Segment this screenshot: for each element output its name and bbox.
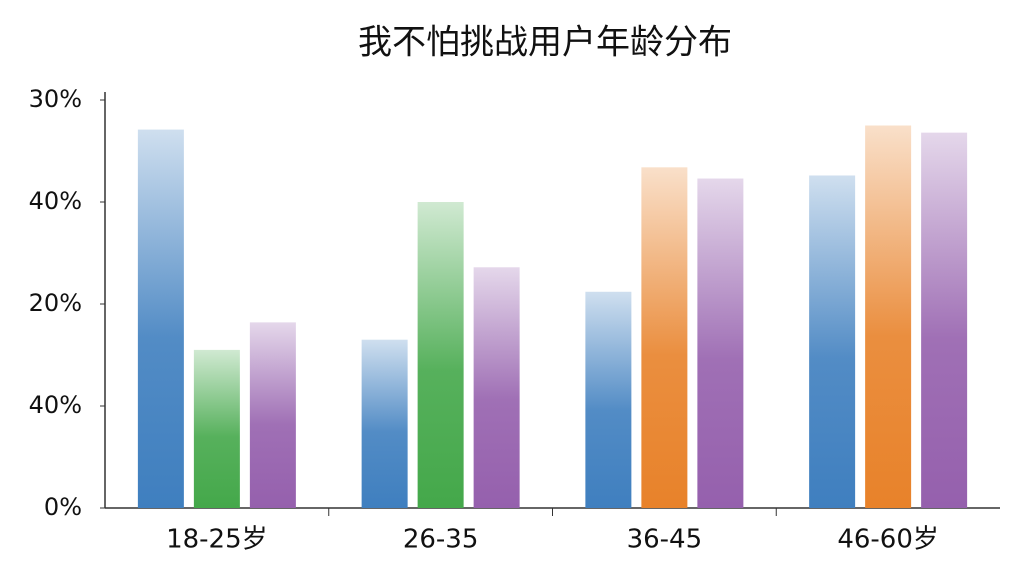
- y-tick-label: 30%: [29, 85, 82, 113]
- bar: [641, 167, 688, 508]
- x-tick-label: 26-35: [403, 525, 479, 555]
- y-tick-label: 20%: [29, 289, 82, 317]
- x-tick-label: 36-45: [627, 525, 703, 555]
- bar: [585, 291, 632, 508]
- y-tick-label: 40%: [29, 391, 82, 419]
- bar: [921, 132, 968, 508]
- bar: [249, 322, 296, 508]
- chart-title: 我不怕挑战用户年龄分布: [358, 23, 732, 63]
- y-tick-label: 0%: [44, 493, 82, 521]
- bar: [417, 202, 464, 508]
- bar: [361, 339, 408, 508]
- bar: [193, 349, 240, 508]
- bar: [809, 175, 856, 509]
- bar: [137, 129, 184, 508]
- x-tick-label: 18-25岁: [166, 525, 268, 555]
- y-tick-label: 40%: [29, 187, 82, 215]
- bar: [473, 267, 520, 508]
- bar: [697, 178, 744, 509]
- bar: [865, 125, 912, 508]
- x-tick-label: 46-60岁: [837, 525, 939, 555]
